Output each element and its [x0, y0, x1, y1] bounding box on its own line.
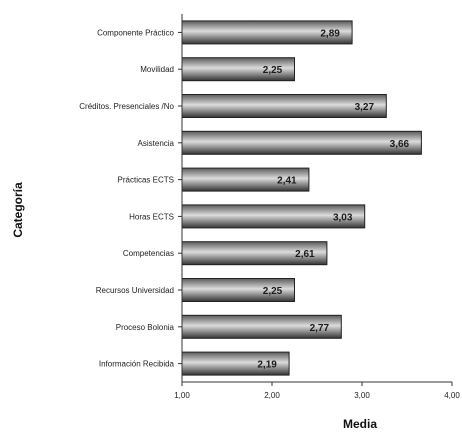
bars: 2,89 2,25 3,27 3,66 2,41 3,03 2,61 2,25 2,77 2,19	[181, 20, 422, 376]
category-labels: Componente Práctico Movilidad Créditos. Pr…	[79, 28, 174, 368]
data-label-1: 2,89	[320, 28, 340, 39]
category-label-4: Asistencia	[138, 139, 175, 148]
data-label-10: 2,19	[257, 360, 277, 371]
category-label-8: Recursos Universidad	[96, 286, 174, 295]
data-label-6: 3,03	[333, 212, 353, 223]
data-label-8: 2,25	[263, 286, 283, 297]
x-axis-title: Media	[343, 417, 377, 431]
axes: 1,00 2,00 3,00 4,00	[174, 14, 460, 400]
data-label-7: 2,61	[295, 249, 315, 260]
category-label-10: Información Recibida	[99, 360, 175, 369]
data-label-5: 2,41	[277, 176, 297, 187]
x-tick-label-1: 1,00	[174, 391, 190, 400]
x-tick-label-2: 2,00	[264, 391, 280, 400]
category-label-7: Competencias	[123, 249, 174, 258]
y-axis-title: Categoría	[11, 182, 25, 238]
category-label-3: Créditos. Presenciales /No	[79, 102, 174, 111]
x-tick-label-3: 3,00	[354, 391, 370, 400]
category-label-1: Componente Práctico	[97, 28, 174, 37]
category-label-5: Prácticas ECTS	[118, 176, 174, 185]
category-label-9: Proceso Bolonia	[116, 323, 175, 332]
data-label-9: 2,77	[310, 323, 330, 334]
data-label-4: 3,66	[390, 139, 410, 150]
category-label-2: Movilidad	[140, 65, 174, 74]
bar-4	[181, 130, 422, 155]
x-tick-label-4: 4,00	[444, 391, 460, 400]
data-label-3: 3,27	[355, 102, 375, 113]
data-label-2: 2,25	[263, 65, 283, 76]
category-label-6: Horas ECTS	[129, 212, 174, 221]
